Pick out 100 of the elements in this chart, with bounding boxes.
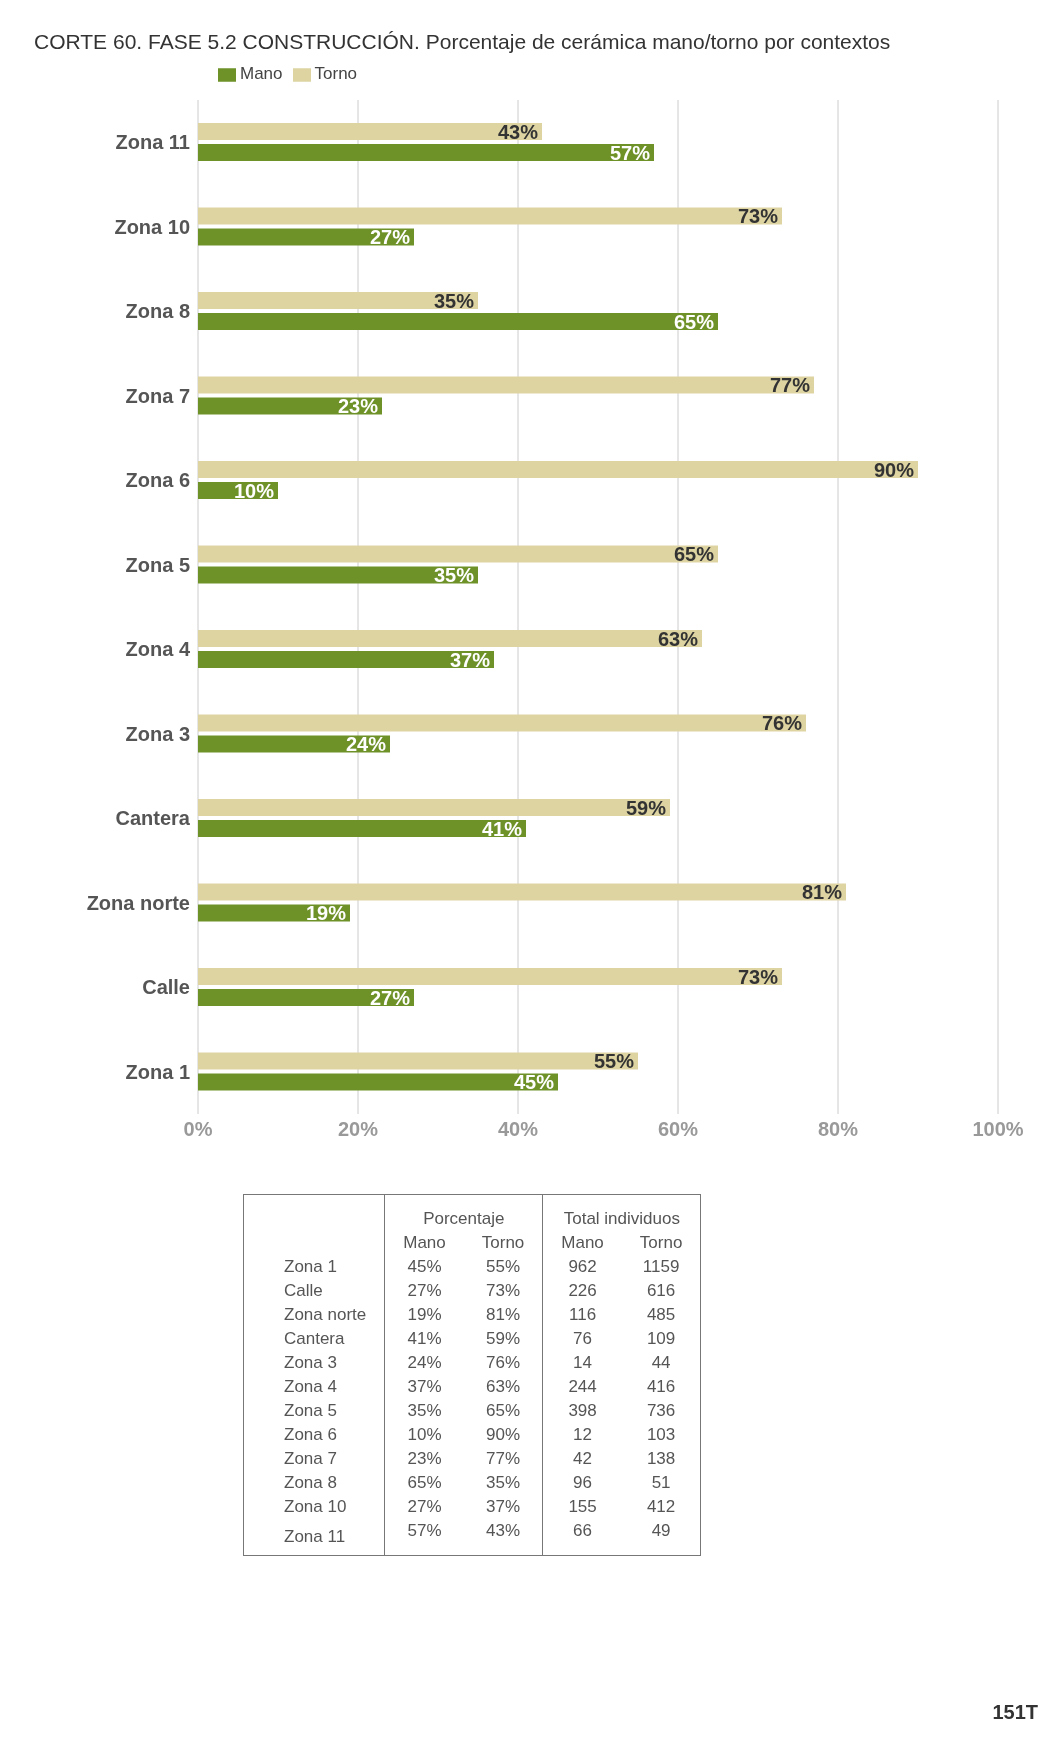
data-label: 109 (645, 1328, 677, 1350)
bar (198, 968, 782, 985)
x-tick-label: 20% (337, 1118, 379, 1141)
bar (198, 799, 670, 816)
data-label: 412 (645, 1496, 677, 1518)
data-label: 73% (485, 1280, 522, 1302)
x-tick-label: 60% (657, 1118, 699, 1141)
data-label: 41% (481, 817, 523, 840)
data-label: 37% (485, 1496, 522, 1518)
y-tick-label: Zona 1 (125, 1060, 190, 1083)
data-label: 416 (645, 1376, 677, 1398)
data-label: 23% (384, 1447, 464, 1471)
category-label: Zona 1 (283, 1256, 338, 1278)
data-label: 19% (384, 1303, 464, 1327)
data-label: 398 (542, 1399, 622, 1423)
data-label: 116 (542, 1303, 622, 1327)
y-tick-label: Calle (142, 976, 190, 999)
category-label: Cantera (283, 1328, 346, 1350)
data-label: 59% (485, 1328, 522, 1350)
bar (198, 651, 494, 668)
y-tick-label: Zona 6 (125, 469, 190, 492)
data-label: 736 (645, 1400, 677, 1422)
data-label: 73% (737, 205, 779, 227)
data-label: 51 (650, 1472, 672, 1494)
data-label: 27% (369, 226, 411, 248)
data-label: 24% (345, 733, 387, 755)
data-label: 73% (737, 965, 779, 988)
bar (198, 989, 414, 1006)
bar (198, 292, 478, 309)
bar (198, 123, 542, 140)
chart-title: CORTE 60. FASE 5.2 CONSTRUCCIÓN. Porcentaje de cerámica mano/torno por contextos (33, 29, 892, 54)
category-label: Calle (283, 1280, 324, 1302)
y-tick-label: Zona 11 (115, 131, 190, 154)
category-label: Zona 5 (283, 1400, 338, 1422)
data-label: 27% (369, 986, 411, 1009)
data-label: 23% (337, 395, 379, 417)
data-label: 37% (449, 648, 491, 671)
y-tick-label: Zona 7 (125, 384, 190, 407)
data-label: 59% (625, 796, 667, 819)
data-label: 35% (485, 1472, 522, 1494)
data-label: 616 (645, 1280, 677, 1302)
x-tick-label: 40% (497, 1118, 539, 1141)
text: 151T (992, 1701, 1038, 1724)
category-label: Zona 7 (283, 1448, 338, 1470)
data-label: 90% (485, 1424, 522, 1446)
data-label: 10% (384, 1423, 464, 1447)
bar (198, 313, 718, 330)
data-label: 27% (384, 1495, 464, 1519)
data-label: 35% (433, 564, 475, 586)
category-label: Zona 4 (283, 1376, 338, 1398)
data-label: 42 (542, 1447, 622, 1471)
data-label: 90% (873, 458, 915, 481)
category-label: Zona norte (283, 1304, 368, 1326)
data-label: 1159 (641, 1256, 681, 1278)
data-label: 43% (485, 1520, 522, 1542)
data-label: 19% (305, 902, 347, 924)
category-label: Zona 3 (283, 1352, 338, 1374)
bar (198, 461, 918, 478)
data-label: 81% (801, 881, 843, 903)
data-label: 77% (769, 374, 811, 396)
category-label: Zona 10 (283, 1496, 348, 1518)
bar (198, 714, 806, 732)
data-label: 27% (384, 1279, 464, 1303)
y-tick-label: Zona norte (86, 891, 190, 914)
data-label: 14 (542, 1351, 622, 1375)
bar (198, 545, 718, 563)
data-label: 55% (485, 1256, 522, 1278)
data-label: 155 (542, 1495, 622, 1519)
data-label: 57% (384, 1519, 464, 1556)
data-label: 485 (645, 1304, 677, 1326)
legend-label: Mano (240, 64, 283, 83)
bar (198, 228, 414, 246)
data-label: 66 (542, 1519, 622, 1556)
bar (198, 1052, 638, 1070)
y-tick-label: Zona 5 (125, 553, 190, 576)
bar (198, 1073, 558, 1091)
data-label: 10% (233, 479, 275, 502)
bar (198, 376, 814, 394)
data-label: 45% (513, 1071, 555, 1093)
data-label: 35% (384, 1399, 464, 1423)
text: Mano (542, 1231, 622, 1255)
data-label: 63% (657, 627, 699, 650)
text: Torno (638, 1232, 684, 1254)
data-label: 44 (650, 1352, 672, 1374)
bar (198, 566, 478, 584)
data-label: 55% (593, 1050, 635, 1072)
data-label: 962 (542, 1255, 622, 1279)
category-label: Zona 8 (283, 1472, 338, 1494)
data-label: 45% (384, 1255, 464, 1279)
x-tick-label: 0% (183, 1118, 213, 1141)
bar (198, 883, 846, 901)
bar (198, 820, 526, 837)
data-label: 244 (542, 1375, 622, 1399)
y-tick-label: Zona 4 (125, 638, 191, 661)
category-label: Zona 6 (283, 1424, 338, 1446)
data-label: 76% (761, 712, 803, 734)
category-label: Zona 11 (283, 1526, 347, 1548)
data-label: 49 (650, 1520, 672, 1542)
data-label: 65% (485, 1400, 522, 1422)
text: Mano (384, 1231, 464, 1255)
